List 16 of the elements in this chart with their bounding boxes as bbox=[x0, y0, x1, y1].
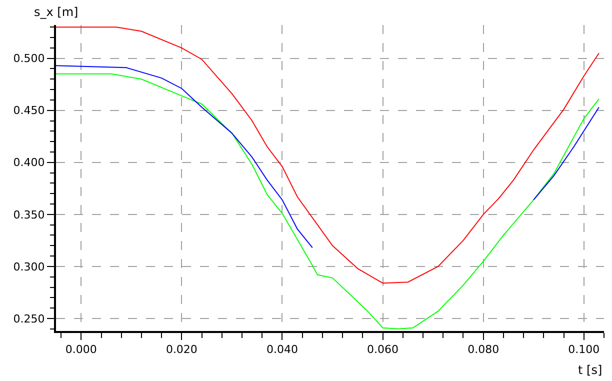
x-tick-label: 0.040 bbox=[266, 343, 298, 356]
y-tick-label: 0.250 bbox=[13, 312, 45, 326]
line-series bbox=[56, 73, 600, 330]
x-tick-label: 0.060 bbox=[367, 343, 399, 356]
y-tick-label: 0.350 bbox=[13, 208, 45, 222]
y-tick-label: 0.300 bbox=[13, 260, 45, 274]
y-axis-title: s_x [m] bbox=[34, 5, 78, 19]
x-tick-label: 0.000 bbox=[65, 343, 97, 356]
x-tick-label: 0.080 bbox=[468, 343, 500, 356]
line-series bbox=[56, 26, 600, 284]
x-tick-label: 0.020 bbox=[166, 343, 198, 356]
y-tick-label: 0.500 bbox=[13, 52, 45, 66]
y-tick-label: 0.400 bbox=[13, 156, 45, 170]
x-tick-label: 0.100 bbox=[568, 343, 600, 356]
y-tick-label: 0.450 bbox=[13, 104, 45, 118]
x-axis-title: t [s] bbox=[578, 363, 602, 377]
